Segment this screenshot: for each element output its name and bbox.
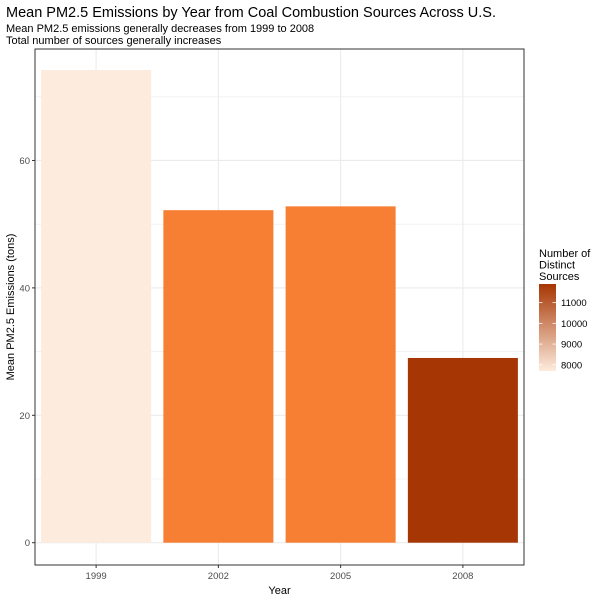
x-tick-label: 2002 bbox=[208, 571, 229, 582]
legend-tick-label: 9000 bbox=[561, 340, 582, 351]
legend-tick-label: 11000 bbox=[561, 298, 587, 309]
x-tick-label: 2005 bbox=[330, 571, 351, 582]
y-tick-label: 20 bbox=[19, 411, 30, 422]
panel-border bbox=[34, 48, 525, 566]
y-tick-label: 0 bbox=[25, 538, 30, 549]
bar-2005 bbox=[285, 206, 396, 543]
x-tick-label: 2008 bbox=[452, 571, 473, 582]
y-tick-label: 40 bbox=[19, 283, 30, 294]
chart-subtitle: Mean PM2.5 emissions generally decreases… bbox=[6, 23, 315, 47]
x-axis-title: Year bbox=[268, 585, 291, 597]
legend-colorbar bbox=[539, 284, 556, 371]
chart-title: Mean PM2.5 Emissions by Year from Coal C… bbox=[6, 5, 496, 21]
y-tick-label: 60 bbox=[19, 156, 30, 167]
legend-title: Number of Distinct Sources bbox=[539, 248, 591, 283]
bar-2008 bbox=[407, 357, 518, 543]
bar-2002 bbox=[163, 210, 274, 543]
legend-tick-label: 8000 bbox=[561, 360, 582, 371]
legend-tick-label: 10000 bbox=[561, 319, 587, 330]
x-tick-label: 1999 bbox=[86, 571, 107, 582]
y-axis-title: Mean PM2.5 Emissions (tons) bbox=[5, 234, 17, 381]
bar-1999 bbox=[41, 70, 152, 543]
